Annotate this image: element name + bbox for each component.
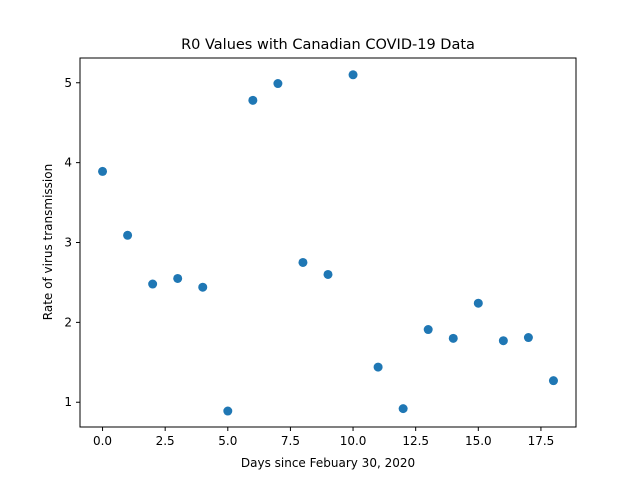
x-tick-label: 7.5 xyxy=(281,434,300,448)
data-point xyxy=(548,376,558,386)
plot-frame xyxy=(79,57,577,428)
y-tick-label: 5 xyxy=(64,76,72,90)
y-tick-label: 4 xyxy=(64,156,72,170)
data-point xyxy=(223,406,233,416)
x-tick-label: 2.5 xyxy=(156,434,175,448)
data-point xyxy=(398,404,408,414)
x-axis-label: Days since Febuary 30, 2020 xyxy=(241,456,415,470)
x-tick-label: 17.5 xyxy=(528,434,555,448)
data-point xyxy=(248,95,258,105)
y-axis-ticks: 1 2 3 4 5 xyxy=(64,76,80,409)
data-point xyxy=(473,298,483,308)
y-tick-label: 1 xyxy=(64,395,72,409)
data-point xyxy=(373,362,383,372)
data-point xyxy=(523,333,533,343)
y-tick-label: 2 xyxy=(64,315,72,329)
data-point xyxy=(298,257,308,267)
data-point xyxy=(323,269,333,279)
x-axis-ticks: 0.0 2.5 5.0 7.5 10.0 12.5 15.0 17.5 xyxy=(93,427,554,448)
data-point xyxy=(348,70,358,80)
y-axis-label: Rate of virus transmission xyxy=(41,164,55,320)
data-points xyxy=(98,70,558,416)
x-tick-label: 0.0 xyxy=(93,434,112,448)
data-point xyxy=(173,273,183,283)
data-point xyxy=(98,166,108,176)
x-tick-label: 10.0 xyxy=(340,434,367,448)
x-tick-label: 15.0 xyxy=(465,434,492,448)
x-tick-label: 5.0 xyxy=(218,434,237,448)
data-point xyxy=(448,333,458,343)
data-point xyxy=(148,279,158,289)
data-point xyxy=(423,325,433,335)
data-point xyxy=(273,79,283,89)
data-point xyxy=(198,282,208,292)
y-tick-label: 3 xyxy=(64,236,72,250)
chart-title: R0 Values with Canadian COVID-19 Data xyxy=(181,37,475,53)
data-point xyxy=(498,336,508,346)
x-tick-label: 12.5 xyxy=(402,434,429,448)
data-point xyxy=(123,230,133,240)
